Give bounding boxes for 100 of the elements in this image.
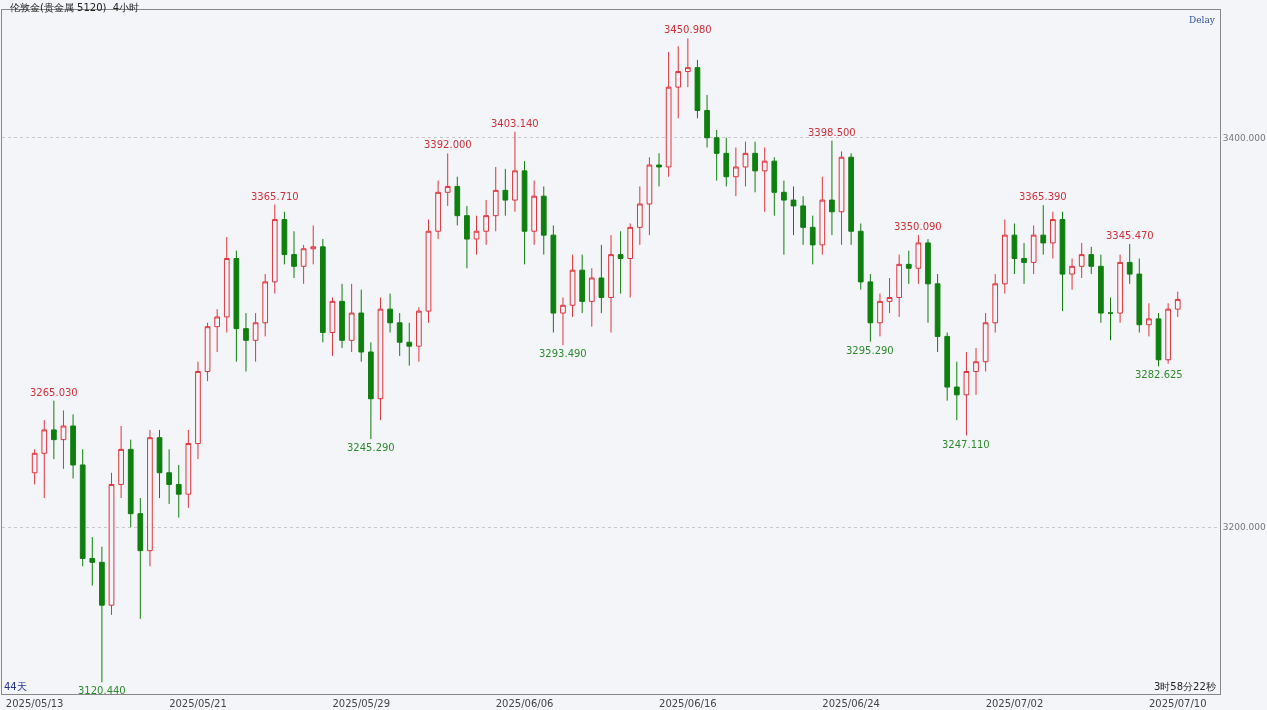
candlestick (339, 283, 345, 349)
candlestick (790, 185, 797, 236)
candlestick (550, 224, 557, 334)
y-tick-label: 3400.000 (1222, 132, 1267, 143)
annotation: 3403.140 (491, 118, 539, 129)
annotation: 3120.440 (78, 685, 126, 696)
candlestick (387, 293, 393, 334)
candlestick (1078, 242, 1085, 279)
annotation: 3345.470 (1106, 230, 1154, 241)
candlestick (877, 293, 883, 337)
candlestick (147, 429, 153, 567)
candlestick (166, 448, 172, 505)
candlestick (512, 131, 518, 213)
candlestick (944, 332, 951, 402)
candlestick (79, 448, 86, 567)
candlestick (41, 419, 48, 499)
candlestick (271, 204, 278, 295)
annotation: 3398.500 (808, 127, 856, 138)
candlestick (1040, 204, 1047, 256)
candlestick (521, 160, 528, 265)
candlestick (300, 244, 307, 285)
candlestick (281, 211, 288, 265)
candlestick (118, 425, 124, 499)
candlestick (1146, 302, 1152, 337)
candlestick (608, 234, 614, 334)
candlestick (694, 59, 701, 119)
chart-title: 伦敦金(贵金属 5120) 4小时 (10, 2, 140, 13)
candlestick (886, 277, 893, 314)
candlestick (809, 215, 816, 265)
annotation: 3450.980 (664, 24, 712, 35)
candlestick (291, 230, 297, 279)
candlestick (829, 140, 835, 236)
candlestick (569, 254, 576, 318)
candlestick (319, 238, 326, 343)
candlestick (982, 312, 989, 372)
candlestick (425, 219, 432, 324)
candlestick (684, 37, 691, 88)
candlestick (185, 429, 192, 509)
candlestick (1155, 312, 1162, 367)
candlestick (473, 215, 480, 256)
candlestick (396, 312, 403, 357)
x-tick-label: 2025/06/06 (495, 698, 554, 709)
candlestick (704, 94, 710, 148)
candlestick (963, 351, 970, 437)
candlestick (781, 180, 787, 256)
candlestick (435, 180, 441, 240)
candlestick (464, 205, 470, 269)
candlestick (752, 141, 758, 193)
candlestick (1011, 222, 1018, 275)
annotation: 3247.110 (942, 439, 990, 450)
candlestick (329, 296, 336, 357)
x-tick-label: 2025/07/02 (985, 698, 1044, 709)
candlestick (992, 273, 999, 334)
candlestick (377, 296, 384, 421)
candlestick (627, 222, 634, 298)
candlestick (51, 400, 57, 460)
candlestick (358, 289, 365, 363)
x-tick-label: 2025/06/24 (822, 698, 880, 709)
candlestick (925, 238, 931, 324)
candlestick (368, 341, 374, 440)
candlestick (1050, 211, 1056, 260)
candlestick (223, 236, 230, 334)
candlestick (444, 152, 451, 207)
candlestick (857, 222, 864, 291)
x-tick-label: 2025/06/16 (659, 698, 717, 709)
candlestick (70, 413, 76, 480)
candlestick (656, 152, 662, 187)
candlestick (540, 185, 547, 256)
candlestick (579, 254, 586, 314)
candlestick (483, 199, 489, 246)
annotation: 3365.710 (251, 191, 299, 202)
candlestick (1030, 224, 1037, 275)
candlestick (156, 429, 163, 499)
candlestick (416, 306, 422, 363)
candlestick (819, 176, 826, 256)
candlestick (713, 129, 720, 182)
candlestick (646, 156, 653, 236)
text: Delay (1189, 15, 1216, 25)
annotation: 3365.390 (1019, 191, 1067, 202)
candlestick (233, 250, 240, 363)
candlestick (108, 472, 115, 616)
candlestick (598, 244, 605, 314)
candlestick (973, 347, 979, 396)
candlestick (1088, 246, 1095, 275)
candlestick (89, 536, 96, 587)
candlestick (560, 296, 566, 346)
candlestick (60, 409, 67, 470)
candlestick (127, 439, 134, 528)
candlestick (588, 267, 595, 328)
candlestick (636, 185, 643, 246)
candlestick (867, 273, 874, 343)
annotation: 3392.000 (424, 139, 472, 150)
annotation: 3245.290 (347, 442, 395, 453)
candlestick (1136, 258, 1143, 334)
candlestick (137, 497, 144, 620)
text: 44天 (4, 681, 27, 692)
annotation: 3282.625 (1135, 369, 1183, 380)
candlestick (204, 322, 211, 382)
annotation: 3350.090 (894, 221, 942, 232)
candlestick (1001, 219, 1008, 295)
